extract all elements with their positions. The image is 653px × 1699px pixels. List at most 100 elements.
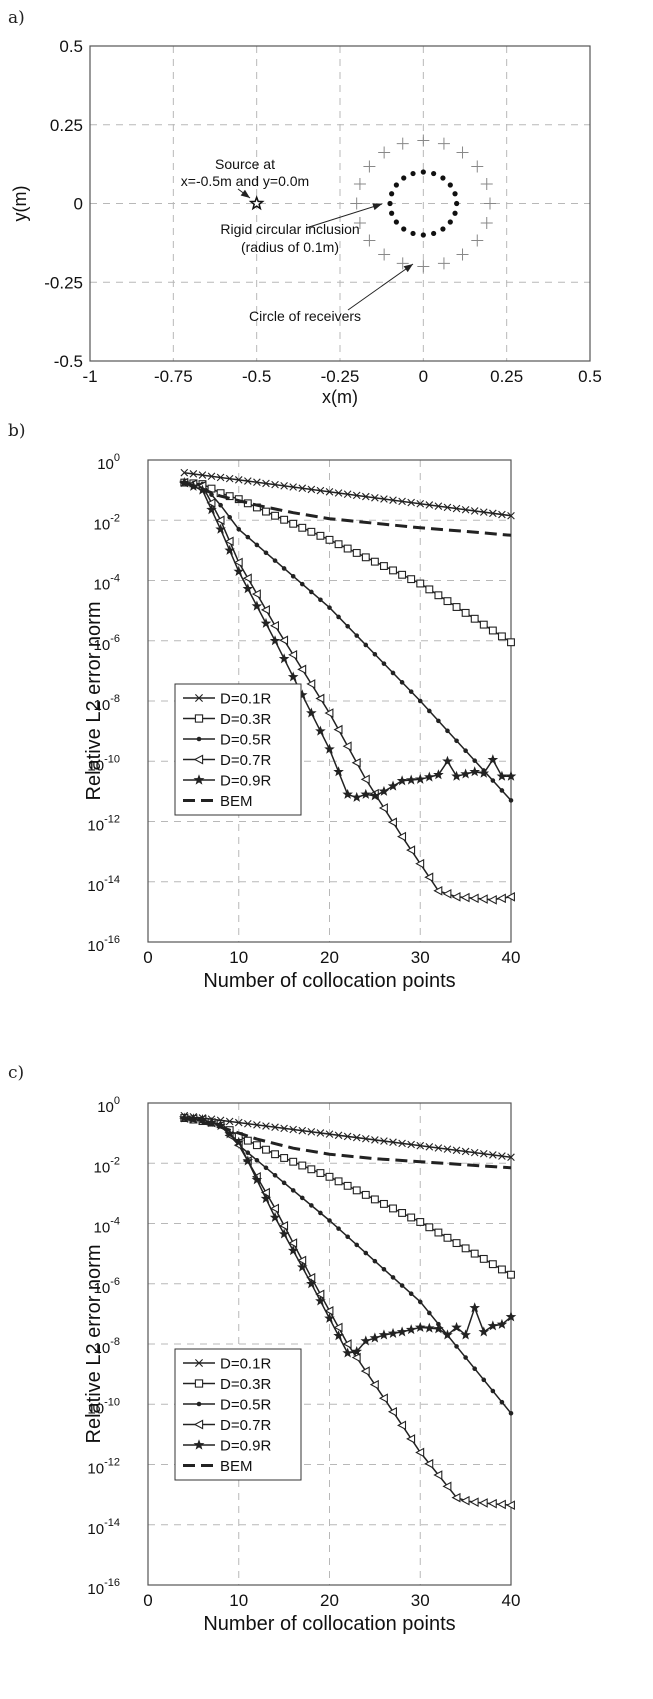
data-point-d-0-3r <box>316 531 325 540</box>
inclusion-point <box>420 232 426 238</box>
data-point-d-0-7r <box>433 885 443 896</box>
receiver-point <box>378 248 391 261</box>
y-tick-label: 10-4 <box>94 1216 120 1237</box>
data-point-d-0-9r <box>224 544 235 555</box>
y-tick-label: 10-12 <box>87 1457 120 1478</box>
series-d-0-3r <box>180 478 515 647</box>
data-point-d-0-9r <box>306 707 317 718</box>
data-point-d-0-3r <box>379 562 388 570</box>
data-point-d-0-9r <box>378 1329 390 1340</box>
data-point-d-0-5r <box>345 1234 350 1240</box>
data-point-d-0-1r <box>434 1144 443 1152</box>
source-annotation-line2: x=-0.5m and y=0.0m <box>181 173 309 189</box>
data-point-d-0-7r <box>487 1498 497 1509</box>
plot-frame <box>89 45 591 362</box>
inclusion-annotation-line2: (radius of 0.1m) <box>241 239 339 255</box>
y-tick-label: 10-16 <box>87 1577 120 1598</box>
receiver-point <box>480 178 493 191</box>
data-point-d-0-5r <box>327 605 332 610</box>
receiver-point <box>471 234 484 247</box>
data-point-d-0-9r <box>487 1320 499 1331</box>
data-point-d-0-7r <box>397 831 407 842</box>
data-point-d-0-5r <box>227 514 232 520</box>
data-point-d-0-5r <box>408 689 414 694</box>
data-point-d-0-3r <box>289 519 298 528</box>
data-point-d-0-7r <box>460 892 470 903</box>
data-point-d-0-9r <box>351 791 363 802</box>
data-point-d-0-1r <box>470 507 479 515</box>
receiver-point <box>417 260 430 273</box>
data-point-d-0-1r <box>189 470 198 478</box>
data-point-d-0-9r <box>251 1174 263 1185</box>
inclusion-arrow <box>305 203 383 229</box>
data-point-d-0-9r <box>351 1345 363 1357</box>
data-point-d-0-7r <box>288 649 298 660</box>
x-axis-label: x(m) <box>322 387 358 407</box>
data-point-d-0-5r <box>436 718 441 724</box>
data-point-d-0-9r <box>242 583 254 594</box>
data-point-d-0-9r <box>496 770 508 781</box>
x-tick-label: 30 <box>411 948 430 967</box>
legend-marker-d-0-7r <box>193 1419 204 1430</box>
data-point-d-0-3r <box>452 603 461 611</box>
data-point-d-0-7r <box>415 858 425 869</box>
data-point-d-0-9r <box>324 1312 335 1323</box>
data-point-d-0-5r <box>481 1377 487 1383</box>
inclusion-point <box>447 219 453 225</box>
chart-c-convergence: 0 10 20 30 40 10-16 10-14 10-12 10-10 10-8 10-6 10-… <box>83 1095 520 1635</box>
inclusion-point <box>440 175 446 181</box>
data-point-d-0-9r <box>287 1245 299 1256</box>
data-point-d-0-5r <box>318 597 323 603</box>
receiver-point <box>456 248 469 261</box>
data-point-d-0-1r <box>470 1148 479 1157</box>
data-point-d-0-9r <box>269 635 281 646</box>
data-point-d-0-5r <box>417 1299 423 1305</box>
data-point-d-0-1r <box>334 489 343 497</box>
inclusion-point <box>410 230 416 237</box>
data-point-d-0-7r <box>369 1379 379 1390</box>
inclusion-point <box>401 175 407 181</box>
y-tick-label: 10-8 <box>94 693 120 714</box>
x-tick-label: 20 <box>320 948 339 967</box>
data-point-d-0-1r <box>298 1126 307 1135</box>
legend: D=0.1R D=0.3R D=0.5R D=0.7R D=0.9R BEM <box>174 683 302 816</box>
data-point-d-0-1r <box>298 484 307 492</box>
legend-marker-d-0-5r <box>196 1401 202 1407</box>
y-tick-label: 10-16 <box>87 934 120 955</box>
receiver-point <box>480 216 493 229</box>
data-point-d-0-1r <box>316 486 325 495</box>
data-point-d-0-1r <box>434 502 443 510</box>
data-point-d-0-3r <box>425 1223 434 1232</box>
data-point-d-0-5r <box>363 1250 369 1256</box>
data-point-d-0-1r <box>416 1141 425 1150</box>
data-point-d-0-5r <box>272 1173 278 1178</box>
series-d-0-1r <box>180 468 515 520</box>
data-point-d-0-1r <box>307 1128 316 1136</box>
data-point-d-0-1r <box>380 495 388 503</box>
y-tick-label: 100 <box>97 1095 120 1116</box>
data-point-d-0-1r <box>262 479 270 488</box>
data-point-d-0-5r <box>281 1180 287 1186</box>
data-point-d-0-1r <box>289 483 297 491</box>
y-tick-label: 10-14 <box>87 874 120 895</box>
y-tick-label: 10-4 <box>94 573 120 594</box>
legend-label-d-0-9r: D=0.9R <box>220 1438 271 1455</box>
data-point-d-0-5r <box>417 698 423 704</box>
data-point-d-0-1r <box>498 510 506 519</box>
data-point-d-0-7r <box>233 557 243 568</box>
data-point-d-0-5r <box>372 1258 378 1264</box>
data-point-d-0-9r <box>342 1347 353 1358</box>
data-point-d-0-3r <box>343 544 352 553</box>
series-line-bem <box>183 1116 512 1170</box>
series-d-0-1r <box>180 1111 515 1162</box>
data-point-d-0-3r <box>243 1136 252 1145</box>
data-point-d-0-5r <box>336 614 341 620</box>
data-point-d-0-7r <box>260 605 270 615</box>
legend-label-d-0-1r: D=0.1R <box>220 691 271 708</box>
data-point-d-0-7r <box>315 693 325 704</box>
data-point-d-0-7r <box>269 1203 279 1214</box>
data-point-d-0-7r <box>288 1238 298 1248</box>
panel-label-c: c) <box>8 1063 25 1083</box>
data-point-d-0-3r <box>262 507 270 516</box>
data-point-d-0-7r <box>324 708 334 718</box>
